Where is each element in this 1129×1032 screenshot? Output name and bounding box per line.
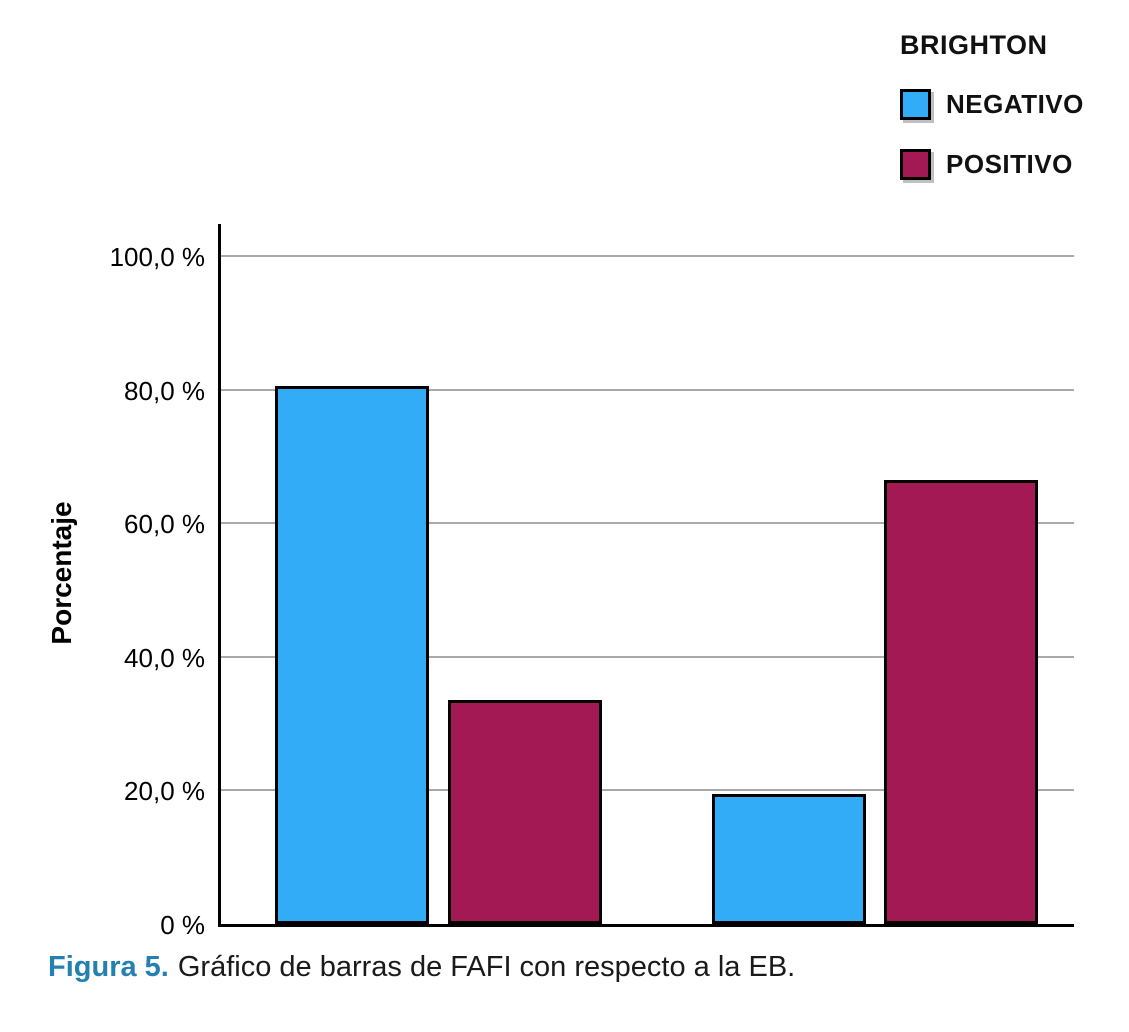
bar-positivo-group2 xyxy=(884,480,1038,924)
y-tick-label-100: 100,0 % xyxy=(109,242,205,272)
figure-caption: Figura 5. Gráfico de barras de FAFI con r… xyxy=(48,951,795,984)
y-tick-label-80: 80,0 % xyxy=(124,375,205,406)
legend-item-positivo: POSITIVO xyxy=(900,149,1084,180)
y-tick-label-40: 40,0 % xyxy=(124,642,205,673)
caption-label: Figura 5. xyxy=(48,951,169,983)
bar-negativo-group1 xyxy=(275,386,429,924)
gridline-100 xyxy=(221,255,1074,257)
legend-swatch-positivo xyxy=(900,149,931,180)
chart-legend: BRIGHTON NEGATIVO POSITIVO xyxy=(900,30,1084,209)
legend-swatch-negativo xyxy=(900,89,931,120)
legend-item-negativo: NEGATIVO xyxy=(900,89,1084,120)
legend-label-positivo: POSITIVO xyxy=(946,149,1073,179)
gridline-40 xyxy=(221,655,1074,658)
y-tick-label-0: 0 % xyxy=(160,910,205,940)
gridline-60 xyxy=(221,522,1074,525)
caption-text: Gráfico de barras de FAFI con respecto a… xyxy=(177,951,796,983)
legend-items: NEGATIVO POSITIVO xyxy=(900,89,1084,180)
gridline-20 xyxy=(221,789,1074,792)
bar-positivo-group1 xyxy=(448,700,602,924)
gridline-80 xyxy=(221,388,1074,391)
legend-title: BRIGHTON xyxy=(900,30,1048,60)
y-tick-label-60: 60,0 % xyxy=(124,509,205,540)
bar-negativo-group2 xyxy=(712,794,866,924)
y-tick-label-20: 20,0 % xyxy=(124,776,205,807)
plot-area xyxy=(218,224,1074,927)
legend-label-negativo: NEGATIVO xyxy=(946,89,1084,119)
